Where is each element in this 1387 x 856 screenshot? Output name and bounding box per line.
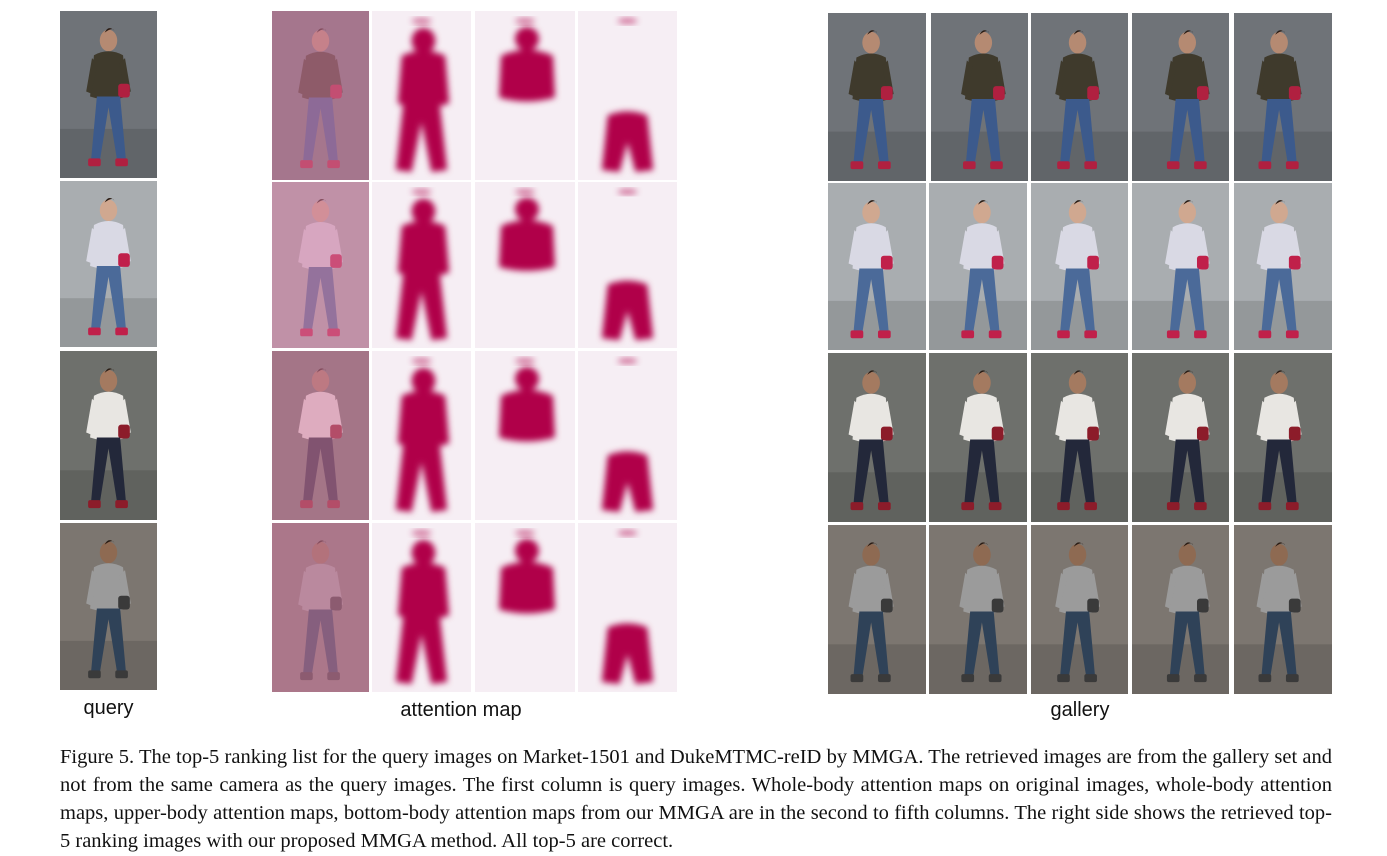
- gallery-image: [1031, 13, 1128, 181]
- photo-svg: [60, 181, 157, 347]
- overlay-svg: [272, 182, 369, 348]
- photo-svg: [828, 353, 926, 522]
- photo-svg: [1031, 13, 1128, 181]
- gallery-image: [929, 183, 1027, 350]
- photo-svg: [929, 525, 1027, 694]
- gallery-image: [828, 353, 926, 522]
- photo-svg: [1031, 525, 1128, 694]
- photo-svg: [1132, 13, 1229, 181]
- photo-svg: [931, 13, 1028, 181]
- upper-body-attention-map: [475, 182, 575, 348]
- attention-svg: [475, 351, 575, 520]
- query-image: [60, 181, 157, 347]
- attention-map-label: attention map: [400, 699, 522, 721]
- figure-caption: Figure 5. The top-5 ranking list for the…: [60, 746, 1332, 852]
- gallery-image: [929, 525, 1027, 694]
- query-label: query: [83, 697, 134, 719]
- whole-body-attention-map: [372, 351, 471, 520]
- attention-svg: [475, 11, 575, 180]
- gallery-label: gallery: [1050, 699, 1110, 721]
- gallery-image: [1031, 525, 1128, 694]
- gallery-image: [1234, 13, 1332, 181]
- photo-svg: [1031, 353, 1128, 522]
- attention-svg: [372, 182, 471, 348]
- gallery-image: [828, 13, 926, 181]
- attention-overlay-image: [272, 11, 369, 180]
- query-image: [60, 11, 157, 178]
- overlay-svg: [272, 11, 369, 180]
- attention-svg: [578, 11, 677, 180]
- photo-svg: [1132, 525, 1229, 694]
- photo-svg: [929, 183, 1027, 350]
- attention-overlay-image: [272, 351, 369, 520]
- gallery-image: [1132, 13, 1229, 181]
- attention-svg: [578, 351, 677, 520]
- upper-body-attention-map: [475, 523, 575, 692]
- whole-body-attention-map: [372, 523, 471, 692]
- gallery-image: [1031, 353, 1128, 522]
- bottom-body-attention-map: [578, 182, 677, 348]
- gallery-image: [828, 525, 926, 694]
- gallery-image: [929, 353, 1027, 522]
- bottom-body-attention-map: [578, 523, 677, 692]
- photo-svg: [1234, 183, 1332, 350]
- photo-svg: [1234, 525, 1332, 694]
- photo-svg: [60, 11, 157, 178]
- photo-svg: [1234, 13, 1332, 181]
- attention-svg: [578, 182, 677, 348]
- whole-body-attention-map: [372, 182, 471, 348]
- attention-svg: [475, 182, 575, 348]
- photo-svg: [1031, 183, 1128, 350]
- gallery-image: [1234, 353, 1332, 522]
- photo-svg: [1132, 353, 1229, 522]
- overlay-svg: [272, 523, 369, 692]
- photo-svg: [1234, 353, 1332, 522]
- attention-svg: [578, 523, 677, 692]
- photo-svg: [828, 183, 926, 350]
- whole-body-attention-map: [372, 11, 471, 180]
- query-image: [60, 523, 157, 690]
- attention-svg: [372, 523, 471, 692]
- overlay-svg: [272, 351, 369, 520]
- gallery-image: [828, 183, 926, 350]
- gallery-image: [1234, 183, 1332, 350]
- attention-svg: [475, 523, 575, 692]
- gallery-image: [1234, 525, 1332, 694]
- upper-body-attention-map: [475, 351, 575, 520]
- photo-svg: [60, 523, 157, 690]
- photo-svg: [60, 351, 157, 520]
- upper-body-attention-map: [475, 11, 575, 180]
- photo-svg: [828, 13, 926, 181]
- gallery-image: [1132, 183, 1229, 350]
- query-image: [60, 351, 157, 520]
- gallery-image: [1132, 525, 1229, 694]
- attention-svg: [372, 351, 471, 520]
- photo-svg: [929, 353, 1027, 522]
- photo-svg: [828, 525, 926, 694]
- attention-svg: [372, 11, 471, 180]
- attention-overlay-image: [272, 523, 369, 692]
- gallery-image: [931, 13, 1028, 181]
- bottom-body-attention-map: [578, 11, 677, 180]
- photo-svg: [1132, 183, 1229, 350]
- gallery-image: [1132, 353, 1229, 522]
- gallery-image: [1031, 183, 1128, 350]
- bottom-body-attention-map: [578, 351, 677, 520]
- attention-overlay-image: [272, 182, 369, 348]
